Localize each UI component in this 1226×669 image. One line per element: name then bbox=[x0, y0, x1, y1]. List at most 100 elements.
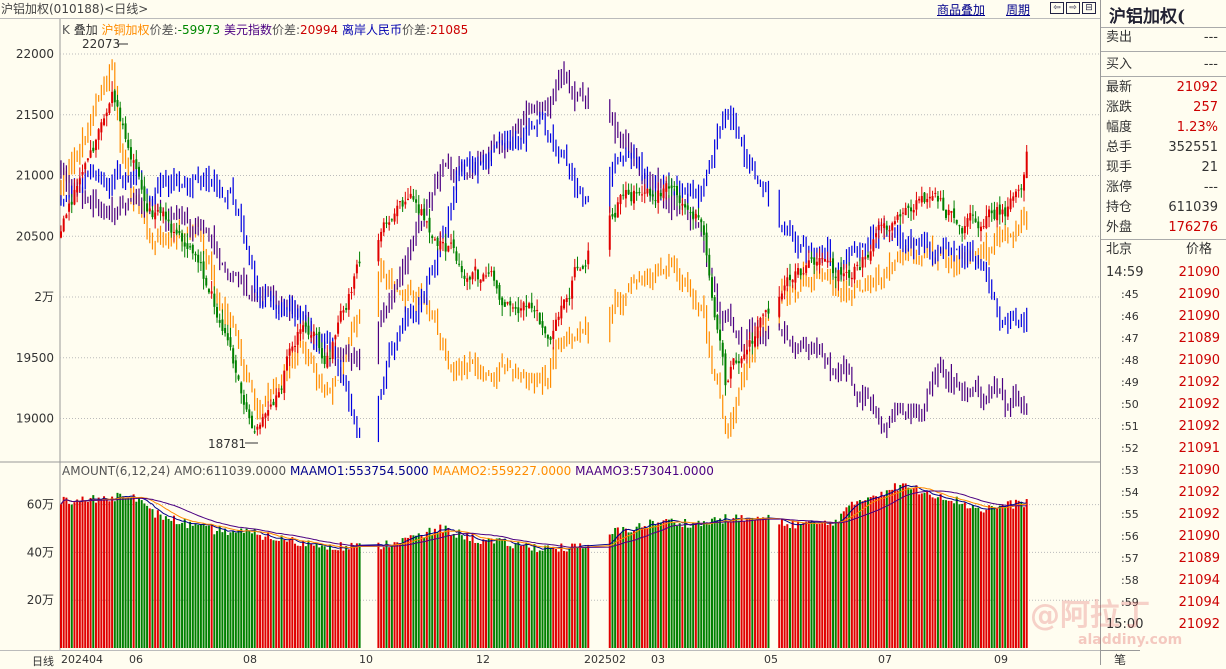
volume-bar bbox=[673, 522, 676, 648]
volume-bar bbox=[832, 525, 835, 648]
candle-down bbox=[159, 206, 162, 214]
volume-bar bbox=[320, 545, 323, 648]
period-link[interactable]: 周期 bbox=[1006, 3, 1031, 17]
tick-price: 21090 bbox=[1178, 265, 1220, 280]
volume-bar bbox=[788, 528, 791, 648]
candle-up bbox=[554, 319, 557, 331]
tick-time: :46 bbox=[1121, 310, 1139, 323]
candle-down bbox=[304, 322, 307, 327]
quote-row: 涨跌 257 bbox=[1106, 98, 1218, 118]
candle-up bbox=[807, 260, 810, 268]
candle-up bbox=[727, 380, 730, 382]
volume-bar bbox=[998, 505, 1001, 648]
volume-bar bbox=[264, 536, 267, 648]
candle-up bbox=[339, 310, 342, 322]
tick-row: 15:00 21092 bbox=[1106, 615, 1220, 635]
volume-bar bbox=[858, 499, 861, 648]
volume-bar bbox=[296, 545, 299, 648]
volume-bar bbox=[627, 532, 630, 648]
candle-down bbox=[170, 223, 173, 233]
volume-bar bbox=[861, 501, 864, 648]
candle-up bbox=[485, 275, 488, 277]
candle-up bbox=[474, 266, 477, 271]
volume-bar bbox=[904, 483, 907, 648]
candle-up bbox=[299, 329, 302, 334]
candle-up bbox=[616, 202, 619, 218]
tick-price: 21090 bbox=[1178, 353, 1220, 368]
candle-up bbox=[84, 163, 87, 170]
candle-up bbox=[506, 301, 509, 304]
candle-up bbox=[780, 293, 783, 300]
volume-bar bbox=[528, 547, 531, 648]
candle-up bbox=[326, 355, 329, 368]
tick-price: 21092 bbox=[1178, 485, 1220, 500]
volume-bar bbox=[581, 548, 584, 648]
candle-up bbox=[1009, 198, 1012, 210]
volume-bar bbox=[885, 490, 888, 648]
candle-down bbox=[116, 99, 119, 107]
time-header: 北京 bbox=[1106, 242, 1133, 257]
volume-bar bbox=[156, 510, 159, 648]
arrow-left-icon[interactable]: ⇦ bbox=[1050, 2, 1064, 14]
volume-bar bbox=[433, 528, 436, 648]
candle-up bbox=[105, 112, 108, 117]
tick-row: :56 21090 bbox=[1106, 527, 1220, 547]
candle-up bbox=[450, 242, 453, 244]
candle-down bbox=[242, 394, 245, 405]
volume-bar bbox=[485, 540, 488, 648]
candle-up bbox=[818, 257, 821, 265]
volume-bar bbox=[151, 509, 154, 648]
arrow-right-icon[interactable]: ⇨ bbox=[1066, 2, 1080, 14]
volume-bar bbox=[552, 546, 555, 648]
volume-bar bbox=[958, 504, 961, 648]
candle-down bbox=[1004, 207, 1007, 217]
volume-bar bbox=[250, 533, 253, 648]
volume-bar bbox=[988, 505, 991, 648]
candle-up bbox=[896, 214, 899, 220]
volume-bar bbox=[678, 523, 681, 648]
volume-bar bbox=[248, 530, 251, 648]
volume-bar bbox=[501, 539, 504, 648]
volume-bar bbox=[737, 520, 740, 648]
volume-bar bbox=[934, 498, 937, 648]
tick-row: :46 21090 bbox=[1106, 307, 1220, 327]
candle-up bbox=[571, 280, 574, 299]
candle-down bbox=[113, 90, 116, 103]
candle-up bbox=[154, 212, 157, 220]
legend-label: 价差: bbox=[402, 23, 431, 37]
overlay-commodity-link[interactable]: 商品叠加 bbox=[937, 3, 986, 17]
candle-down bbox=[923, 192, 926, 203]
volume-bar bbox=[799, 524, 802, 648]
tick-time: :57 bbox=[1121, 552, 1139, 565]
candle-down bbox=[737, 361, 740, 364]
volume-bar bbox=[460, 535, 463, 648]
candle-up bbox=[861, 257, 864, 268]
candle-down bbox=[224, 327, 227, 334]
price-tick: 20500 bbox=[16, 229, 54, 243]
divider bbox=[1101, 76, 1226, 77]
volume-bar bbox=[783, 525, 786, 648]
volume-bar bbox=[240, 528, 243, 648]
volume-bar bbox=[116, 492, 119, 648]
candle-down bbox=[719, 329, 722, 341]
candle-down bbox=[468, 276, 471, 280]
legend-label: 价差: bbox=[271, 23, 301, 37]
volume-bar bbox=[974, 507, 977, 648]
tick-row: :52 21091 bbox=[1106, 439, 1220, 459]
volume-bar bbox=[509, 546, 512, 648]
divider bbox=[1101, 27, 1226, 28]
volume-bar bbox=[780, 519, 783, 648]
candle-up bbox=[76, 185, 79, 193]
volume-bar bbox=[982, 512, 985, 648]
tab-trades[interactable]: 笔 bbox=[1100, 650, 1140, 667]
tick-time: :52 bbox=[1121, 442, 1139, 455]
volume-bar bbox=[409, 535, 412, 648]
volume-bar bbox=[826, 524, 829, 648]
volume-bar bbox=[1006, 501, 1009, 648]
candle-up bbox=[210, 291, 213, 294]
layout-toggle-icon[interactable]: ⊟ bbox=[1082, 2, 1096, 14]
tick-price: 21089 bbox=[1178, 551, 1220, 566]
candle-down bbox=[412, 196, 415, 200]
price-volume-chart[interactable]: 22000 21500 21000 20500 2万 19500 19000 60万 40万 20… bbox=[0, 19, 1100, 650]
candle-down bbox=[721, 342, 724, 357]
